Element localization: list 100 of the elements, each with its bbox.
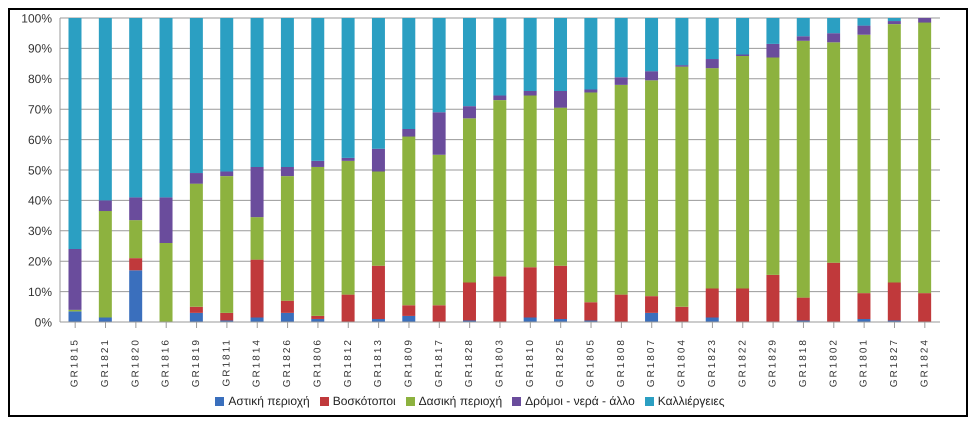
bar bbox=[524, 96, 537, 268]
bar bbox=[493, 100, 506, 276]
x-tick-label: GR1806 bbox=[312, 338, 324, 388]
x-tick-label: GR1816 bbox=[160, 338, 172, 388]
bar bbox=[857, 18, 870, 26]
bar bbox=[280, 176, 294, 301]
bar bbox=[614, 84, 628, 295]
bar bbox=[827, 262, 840, 322]
bar bbox=[857, 34, 870, 294]
bar bbox=[220, 18, 234, 172]
bar bbox=[342, 294, 355, 322]
bar bbox=[402, 128, 416, 137]
bar bbox=[250, 18, 264, 167]
bar bbox=[432, 305, 446, 322]
bar bbox=[524, 90, 537, 96]
bar bbox=[129, 18, 142, 198]
legend-label: Δασική περιοχή bbox=[418, 394, 502, 408]
bar bbox=[250, 260, 264, 318]
x-tick-label: GR1807 bbox=[646, 338, 658, 388]
bar bbox=[706, 59, 719, 68]
y-tick-label: 30% bbox=[28, 224, 52, 238]
bar bbox=[372, 172, 385, 266]
x-tick-label: GR1801 bbox=[858, 338, 870, 388]
legend-label: Αστική περιοχή bbox=[228, 394, 310, 408]
x-tick-label: GR1805 bbox=[586, 338, 597, 388]
x-tick-label: GR1810 bbox=[524, 338, 536, 388]
bar bbox=[675, 66, 688, 307]
bar bbox=[645, 18, 658, 72]
y-tick-label: 90% bbox=[28, 42, 52, 56]
bar bbox=[160, 197, 173, 243]
x-tick-label: GR1829 bbox=[768, 338, 779, 388]
bar bbox=[129, 197, 142, 220]
bar bbox=[645, 312, 658, 322]
bar bbox=[129, 220, 142, 258]
bar bbox=[766, 44, 780, 58]
y-tick-label: 100% bbox=[21, 11, 52, 26]
bar bbox=[462, 118, 476, 282]
bar bbox=[402, 136, 416, 306]
y-tick-label: 60% bbox=[28, 132, 52, 147]
bar bbox=[250, 166, 264, 218]
x-tick-label: GR1811 bbox=[221, 338, 232, 387]
bar bbox=[250, 217, 264, 260]
y-tick-label: 0% bbox=[34, 315, 52, 330]
bar bbox=[645, 71, 658, 80]
bar bbox=[857, 26, 870, 35]
bar bbox=[372, 266, 385, 319]
bar bbox=[918, 22, 932, 294]
bar bbox=[372, 18, 385, 149]
x-tick-label: GR1824 bbox=[919, 338, 930, 388]
bar bbox=[402, 305, 416, 316]
bar bbox=[280, 312, 294, 322]
bar bbox=[432, 112, 446, 155]
bar bbox=[190, 312, 203, 322]
x-tick-label: GR1820 bbox=[130, 338, 142, 388]
bar bbox=[280, 300, 294, 313]
bar bbox=[918, 18, 932, 23]
bar bbox=[766, 58, 780, 275]
bar bbox=[190, 173, 203, 184]
bar bbox=[675, 306, 688, 322]
bar bbox=[311, 18, 324, 161]
bar bbox=[68, 18, 82, 250]
bar bbox=[493, 18, 506, 96]
y-tick-label: 40% bbox=[28, 194, 52, 208]
bar bbox=[857, 293, 870, 319]
bar bbox=[98, 200, 112, 212]
x-tick-label: GR1803 bbox=[494, 338, 506, 388]
x-tick-label: GR1818 bbox=[798, 338, 809, 388]
bar bbox=[342, 158, 355, 161]
y-tick-label: 50% bbox=[28, 163, 52, 178]
bar bbox=[68, 311, 82, 322]
bar bbox=[584, 302, 598, 320]
bar bbox=[706, 18, 719, 60]
x-tick-label: GR1815 bbox=[70, 338, 81, 388]
x-tick-label: GR1812 bbox=[342, 338, 354, 388]
bar bbox=[614, 77, 628, 85]
x-tick-label: GR1827 bbox=[888, 338, 900, 388]
bar bbox=[736, 288, 750, 322]
x-tick-label: GR1802 bbox=[828, 338, 840, 388]
bar bbox=[584, 92, 598, 302]
bar bbox=[160, 18, 173, 198]
bar bbox=[311, 160, 324, 167]
x-tick-label: GR1808 bbox=[616, 338, 627, 388]
bar bbox=[402, 316, 416, 322]
bar bbox=[402, 18, 416, 129]
x-tick-label: GR1821 bbox=[100, 338, 112, 388]
x-tick-label: GR1817 bbox=[434, 338, 445, 388]
bar bbox=[706, 68, 719, 289]
bar bbox=[372, 148, 385, 172]
bar bbox=[706, 288, 719, 318]
bar bbox=[220, 176, 234, 313]
bar bbox=[68, 249, 82, 310]
legend-label: Βοσκότοποι bbox=[332, 394, 396, 408]
bar bbox=[462, 18, 476, 106]
bar bbox=[524, 267, 537, 318]
bar bbox=[736, 56, 750, 289]
bar bbox=[342, 160, 355, 295]
bar bbox=[584, 89, 598, 92]
bar bbox=[554, 108, 568, 266]
y-tick-label: 80% bbox=[28, 72, 52, 86]
bar bbox=[766, 274, 780, 322]
